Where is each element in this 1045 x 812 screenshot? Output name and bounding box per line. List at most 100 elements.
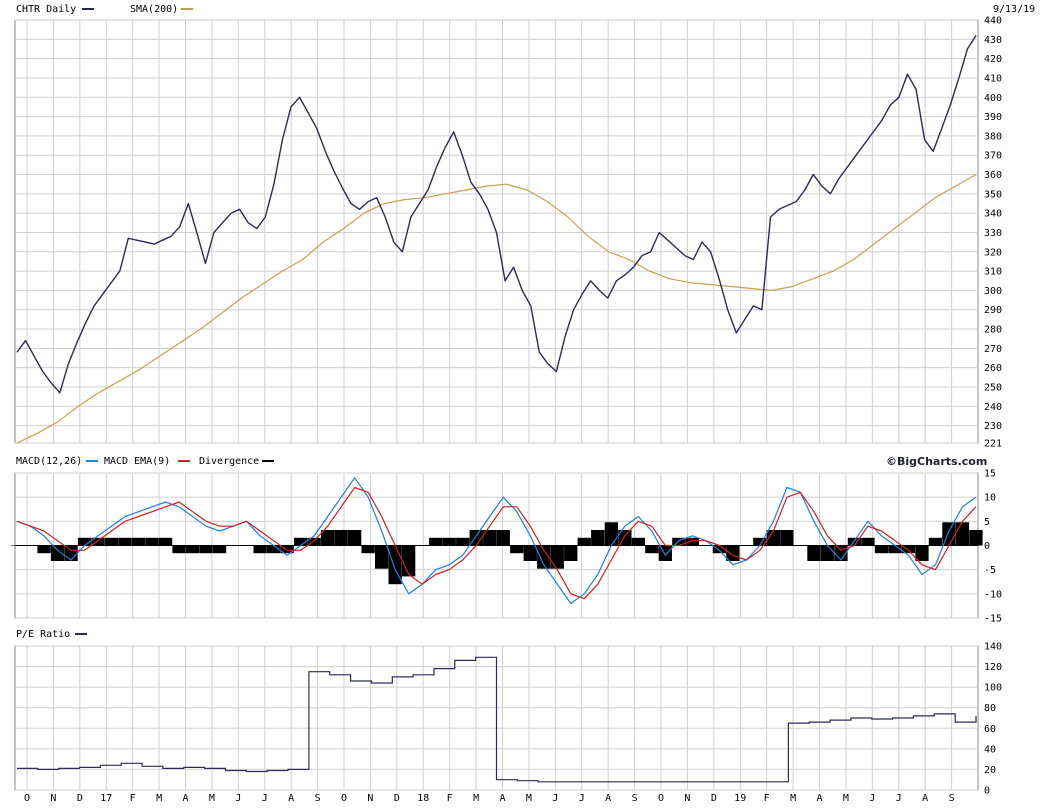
y-tick-label: 390 [984,112,1002,123]
y-tick-label: 340 [984,209,1002,220]
y-tick-label: 10 [984,493,996,504]
y-tick-label: 60 [984,724,996,735]
divergence-bar [780,530,794,546]
x-tick-label: A [499,793,505,804]
divergence-bar [901,545,916,554]
y-tick-label: 230 [984,421,1002,432]
brand-label: ©BigCharts.com [886,455,987,468]
pe-ratio-line [17,656,977,783]
y-tick-label: 400 [984,93,1002,104]
divergence-bar [712,545,726,554]
divergence-bar [699,545,713,546]
divergence-bar [23,545,38,546]
y-tick-label: 370 [984,151,1002,162]
x-tick-label: A [182,793,188,804]
divergence-bar [131,537,146,546]
x-tick-label: F [764,793,770,804]
y-tick-label: -15 [984,614,1002,625]
divergence-bar [739,545,753,546]
macd-ema-line [16,486,977,600]
divergence-bar [307,537,321,546]
divergence-bar [415,545,429,546]
divergence-bar [928,537,943,546]
x-tick-label: J [896,793,902,804]
divergence-bar [672,537,686,546]
divergence-bar [77,537,92,546]
x-tick-label: M [526,793,532,804]
x-tick-label: 17 [100,793,112,804]
x-tick-label: 18 [417,793,429,804]
x-tick-label: D [394,793,400,804]
x-tick-label: M [156,793,162,804]
y-tick-label: 430 [984,35,1002,46]
divergence-bar [267,545,281,554]
x-tick-label: J [235,793,241,804]
y-tick-label: 0 [984,786,990,797]
x-tick-label: A [816,793,822,804]
x-tick-label: S [632,793,638,804]
divergence-bar [564,545,578,561]
x-tick-label: O [658,793,664,804]
divergence-bar [726,545,740,561]
x-tick-label: S [315,793,321,804]
divergence-bar [361,545,375,554]
divergence-bar [631,537,645,546]
x-tick-labels: O N D 17 F M A M J J A S O N D 18 F M A M J J A S O N D 19 F M A M J J A S [24,793,955,804]
y-tick-label: 360 [984,170,1002,181]
divergence-bar [10,545,24,546]
divergence-bar [753,537,767,546]
y-tick-label: 250 [984,382,1002,393]
divergence-bar [496,530,510,546]
y-tick-label: 140 [984,642,1002,653]
y-tick-label: 270 [984,344,1002,355]
y-tick-label: 290 [984,305,1002,316]
divergence-bar [523,545,537,561]
x-tick-label: O [24,793,30,804]
macd-line [16,477,977,605]
divergence-bar [793,545,807,546]
divergence-bar [685,537,699,546]
x-tick-label: F [130,793,136,804]
divergence-bar [118,537,132,546]
x-tick-label: N [50,793,56,804]
x-tick-label: J [579,793,585,804]
divergence-bar [294,537,308,546]
y-tick-label: 350 [984,189,1002,200]
divergence-bar [375,545,389,569]
y-tick-label: 420 [984,54,1002,65]
sma-label: SMA(200) [130,4,178,15]
x-tick-label: N [367,793,373,804]
x-tick-label: 19 [734,793,746,804]
divergence-bar [510,545,524,554]
symbol-label: CHTR Daily [16,4,76,15]
y-tick-label: 100 [984,683,1002,694]
divergence-bar [915,545,929,561]
divergence-bar [591,530,605,546]
x-tick-label: A [288,793,294,804]
y-tick-label: 15 [984,469,996,480]
y-tick-label: 310 [984,267,1002,278]
divergence-bar [442,537,456,546]
sma-200-line [16,173,977,444]
divergence-bar [766,530,780,546]
divergence-bar [348,530,362,546]
y-tick-label: 380 [984,131,1002,142]
y-tick-label: 80 [984,703,996,714]
y-tick-labels: 4404304204104003903803703603503403303203… [984,16,1002,797]
divergence-bar [429,537,443,546]
divergence-bar [64,545,78,561]
divergence-bar [955,522,970,546]
x-tick-label: M [209,793,215,804]
divergence-bar [50,545,65,561]
x-tick-label: S [949,793,955,804]
y-tick-label: 5 [984,517,990,528]
y-tick-label: 40 [984,744,996,755]
x-tick-label: M [843,793,849,804]
y-tick-label: 221 [984,439,1002,450]
x-tick-label: J [869,793,875,804]
x-tick-label: M [473,793,479,804]
divergence-bar [253,545,267,554]
y-tick-label: 240 [984,402,1002,413]
x-tick-label: O [341,793,347,804]
y-tick-label: -10 [984,589,1002,600]
